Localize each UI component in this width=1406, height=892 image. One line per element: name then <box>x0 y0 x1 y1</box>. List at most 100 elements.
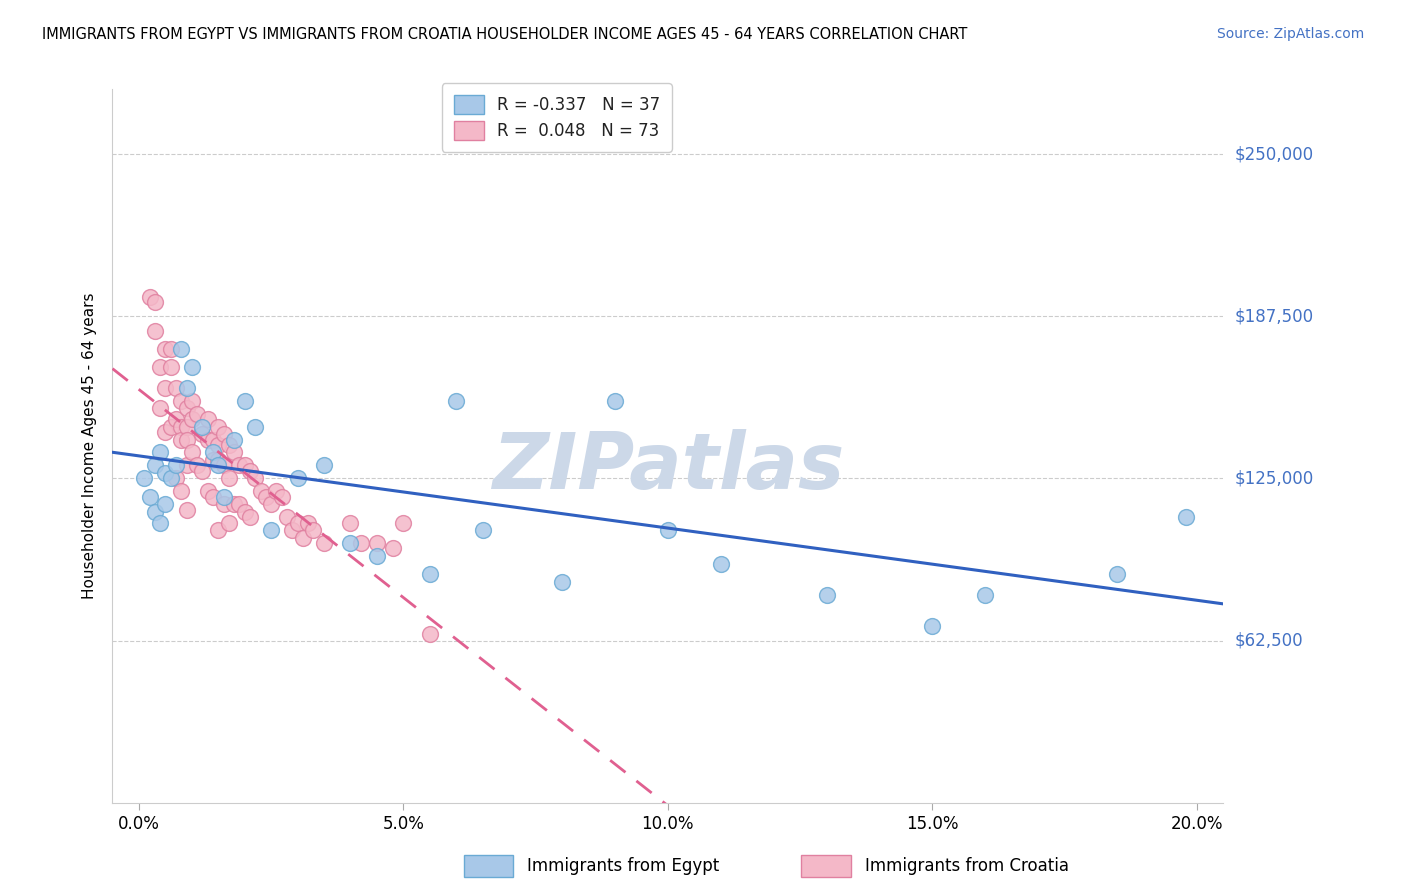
Point <box>218 516 240 530</box>
Point <box>180 359 202 374</box>
Legend: R = -0.337   N = 37, R =  0.048   N = 73: R = -0.337 N = 37, R = 0.048 N = 73 <box>441 83 672 152</box>
Point <box>197 411 219 425</box>
Point <box>149 401 172 416</box>
Point <box>350 536 373 550</box>
Point <box>180 393 202 408</box>
Point <box>228 458 250 473</box>
Point <box>245 471 267 485</box>
Point <box>207 524 229 538</box>
Point <box>207 438 229 452</box>
Point <box>201 453 224 467</box>
Text: $250,000: $250,000 <box>1234 145 1313 163</box>
Point <box>201 433 224 447</box>
Point <box>239 510 262 524</box>
Point <box>159 342 181 356</box>
Point <box>287 516 309 530</box>
Point <box>297 516 319 530</box>
Text: IMMIGRANTS FROM EGYPT VS IMMIGRANTS FROM CROATIA HOUSEHOLDER INCOME AGES 45 - 64: IMMIGRANTS FROM EGYPT VS IMMIGRANTS FROM… <box>42 27 967 42</box>
Point <box>603 393 626 408</box>
Point <box>710 557 733 571</box>
Point <box>366 549 388 564</box>
Text: $187,500: $187,500 <box>1234 307 1313 326</box>
Point <box>170 342 193 356</box>
Point <box>201 445 224 459</box>
Point <box>233 458 256 473</box>
Point <box>138 490 160 504</box>
Point <box>339 516 361 530</box>
Point <box>419 567 441 582</box>
Point <box>260 524 283 538</box>
Point <box>212 490 235 504</box>
Point <box>339 536 361 550</box>
Point <box>228 497 250 511</box>
Point <box>657 524 679 538</box>
Point <box>180 411 202 425</box>
Text: Immigrants from Croatia: Immigrants from Croatia <box>865 857 1069 875</box>
Point <box>224 497 246 511</box>
Point <box>302 524 325 538</box>
Point <box>551 575 574 590</box>
Point <box>143 458 166 473</box>
Text: $125,000: $125,000 <box>1234 469 1313 487</box>
Point <box>165 381 187 395</box>
Point <box>149 445 172 459</box>
Point <box>170 433 193 447</box>
Point <box>224 445 246 459</box>
Point <box>419 627 441 641</box>
Point <box>281 524 304 538</box>
Point <box>186 458 208 473</box>
Point <box>471 524 494 538</box>
Y-axis label: Householder Income Ages 45 - 64 years: Householder Income Ages 45 - 64 years <box>82 293 97 599</box>
Point <box>245 419 267 434</box>
Point <box>186 407 208 421</box>
Point <box>974 588 997 602</box>
Point <box>159 359 181 374</box>
Point <box>212 458 235 473</box>
Point <box>201 490 224 504</box>
Point <box>218 471 240 485</box>
Point <box>155 381 177 395</box>
Point <box>176 381 198 395</box>
Point <box>270 490 292 504</box>
Point <box>143 505 166 519</box>
Point <box>287 471 309 485</box>
Point <box>149 359 172 374</box>
Point <box>165 471 187 485</box>
Point <box>224 433 246 447</box>
Point <box>254 490 277 504</box>
Point <box>149 516 172 530</box>
Point <box>381 541 404 556</box>
Point <box>212 427 235 442</box>
Point <box>207 419 229 434</box>
Point <box>138 290 160 304</box>
Point <box>165 411 187 425</box>
Point <box>392 516 415 530</box>
Point <box>197 484 219 499</box>
Point <box>266 484 288 499</box>
Point <box>249 484 271 499</box>
Point <box>191 464 214 478</box>
Point <box>159 419 181 434</box>
Point <box>233 505 256 519</box>
Point <box>170 393 193 408</box>
Point <box>176 502 198 516</box>
Point <box>155 497 177 511</box>
Point <box>155 467 177 481</box>
Point <box>239 464 262 478</box>
Point <box>1107 567 1129 582</box>
Text: Immigrants from Egypt: Immigrants from Egypt <box>527 857 720 875</box>
Point <box>366 536 388 550</box>
Text: Source: ZipAtlas.com: Source: ZipAtlas.com <box>1216 27 1364 41</box>
Point <box>446 393 468 408</box>
Point <box>159 471 181 485</box>
Point <box>191 419 214 434</box>
Point <box>207 453 229 467</box>
Text: $62,500: $62,500 <box>1234 632 1303 649</box>
Point <box>291 531 314 545</box>
Text: ZIPatlas: ZIPatlas <box>492 429 844 506</box>
Point <box>1175 510 1198 524</box>
Point <box>170 484 193 499</box>
Point <box>197 433 219 447</box>
Point <box>233 393 256 408</box>
Point <box>155 425 177 439</box>
